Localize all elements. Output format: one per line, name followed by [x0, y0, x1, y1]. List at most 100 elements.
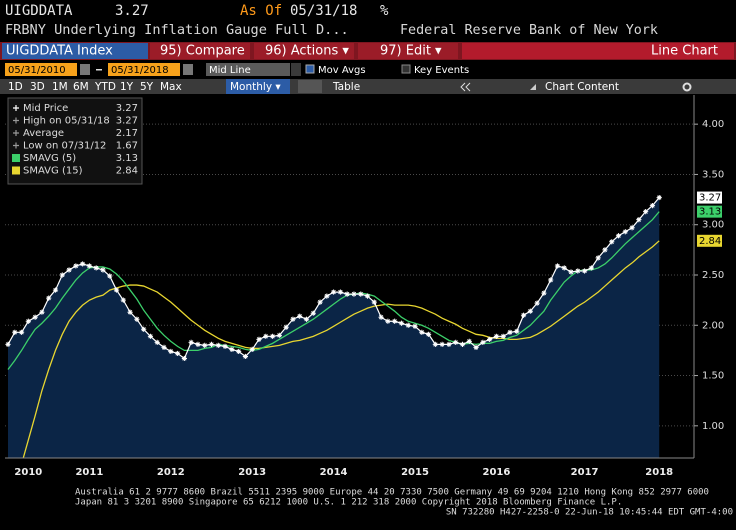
- price-marker: [324, 293, 330, 299]
- calendar-icon[interactable]: [183, 64, 193, 75]
- compare-button[interactable]: [150, 43, 250, 59]
- price-marker: [202, 342, 208, 348]
- legend-swatch: [12, 154, 20, 162]
- price-marker: [120, 297, 126, 303]
- actions-label[interactable]: 96) Actions ▾: [265, 44, 349, 59]
- view-box: [462, 43, 734, 59]
- chart-content[interactable]: Chart Content: [545, 81, 619, 93]
- x-tick-label: 2018: [645, 467, 673, 478]
- dropdown-arrow[interactable]: [291, 63, 301, 76]
- price-area: [8, 197, 660, 458]
- price-marker: [344, 291, 350, 297]
- last-value-label: 3.13: [699, 207, 721, 218]
- price-marker: [222, 343, 228, 349]
- mov-avgs[interactable]: Mov Avgs: [318, 65, 366, 76]
- last-value-tag: [697, 234, 722, 247]
- legend-swatch: [13, 117, 19, 124]
- period-button[interactable]: Max: [160, 81, 182, 93]
- period-button[interactable]: 5Y: [140, 81, 154, 93]
- legend-label: Mid Price: [23, 103, 68, 114]
- series-line: [22, 240, 660, 458]
- period-button[interactable]: 3D: [30, 81, 45, 93]
- price-marker: [581, 268, 588, 274]
- price-marker: [425, 331, 432, 337]
- price-marker: [215, 342, 221, 348]
- price-marker: [487, 336, 493, 342]
- price-marker: [18, 329, 25, 335]
- date-dash: [96, 69, 102, 71]
- price-marker: [588, 265, 594, 271]
- series-line: [7, 211, 660, 370]
- line-mode[interactable]: Mid Line: [209, 65, 251, 76]
- price-marker: [25, 318, 31, 324]
- key-events[interactable]: Key Events: [414, 65, 469, 76]
- legend-box: [7, 97, 143, 185]
- periods-bar: [0, 79, 736, 94]
- legend-value: 3.27: [116, 116, 138, 127]
- period-button[interactable]: 1D: [8, 81, 23, 93]
- frequency[interactable]: Monthly ▾: [230, 81, 281, 93]
- price-marker: [107, 273, 113, 279]
- key-events-checkbox[interactable]: [401, 64, 411, 74]
- actions-button[interactable]: [254, 43, 354, 59]
- x-tick-label: 2016: [482, 467, 510, 478]
- price-marker: [331, 289, 337, 295]
- price-marker: [473, 344, 479, 350]
- security[interactable]: UIGDDATA Index: [6, 44, 113, 59]
- price-marker: [643, 209, 649, 215]
- calendar-icon[interactable]: [80, 64, 90, 75]
- price-marker: [520, 312, 527, 318]
- price-marker: [507, 329, 513, 335]
- price-marker: [419, 329, 425, 335]
- period-button[interactable]: YTD: [94, 81, 116, 93]
- y-tick-label: 1.50: [702, 371, 724, 382]
- settings-icon[interactable]: [682, 82, 692, 92]
- edit-label[interactable]: 97) Edit ▾: [380, 44, 442, 59]
- price-marker: [256, 336, 262, 342]
- price-marker: [181, 355, 187, 362]
- price-marker: [141, 326, 147, 332]
- line-mode-box[interactable]: [206, 63, 290, 76]
- start-date-box[interactable]: [5, 63, 77, 76]
- last-value-label: 2.84: [699, 236, 721, 247]
- frequency-box[interactable]: [226, 79, 290, 94]
- footer-line: SN 732280 H427-2258-0 22-Jun-18 10:45:44…: [446, 508, 733, 518]
- as-of-date: 05/31/18: [290, 3, 357, 19]
- last-value-tag: [697, 205, 722, 218]
- price-marker: [656, 194, 662, 201]
- compare-label[interactable]: 95) Compare: [160, 44, 245, 59]
- price-marker: [527, 308, 533, 314]
- y-tick-label: 1.00: [702, 421, 724, 432]
- edit-button[interactable]: [358, 43, 458, 59]
- price-marker: [290, 316, 296, 322]
- price-marker: [398, 320, 405, 326]
- price-marker: [134, 316, 140, 322]
- price-marker: [405, 322, 411, 328]
- end-date-box[interactable]: [108, 63, 180, 76]
- start-date[interactable]: 05/31/2010: [8, 65, 66, 76]
- chart-icon[interactable]: [298, 80, 322, 93]
- end-date[interactable]: 05/31/2018: [111, 65, 169, 76]
- security-box[interactable]: [2, 43, 148, 59]
- price-marker: [86, 263, 93, 269]
- price-marker: [12, 329, 18, 335]
- price-marker: [263, 333, 269, 339]
- legend-value: 3.13: [116, 153, 138, 164]
- table[interactable]: Table: [332, 81, 360, 93]
- price-marker: [636, 217, 642, 223]
- period-button[interactable]: 6M: [73, 81, 89, 93]
- price-marker: [514, 328, 520, 334]
- period-button[interactable]: 1Y: [120, 81, 134, 93]
- collapse-icon[interactable]: [460, 82, 471, 92]
- price-marker: [439, 341, 445, 347]
- mov-avgs-checkbox[interactable]: [305, 64, 315, 74]
- price-marker: [541, 290, 547, 296]
- y-tick-label: 2.50: [702, 270, 724, 281]
- price-marker: [168, 348, 174, 355]
- price-marker: [493, 333, 500, 339]
- period-button[interactable]: 1M: [52, 81, 68, 93]
- legend-label: High on 05/31/18: [23, 116, 110, 127]
- price-marker: [5, 341, 11, 347]
- price-marker: [249, 346, 255, 353]
